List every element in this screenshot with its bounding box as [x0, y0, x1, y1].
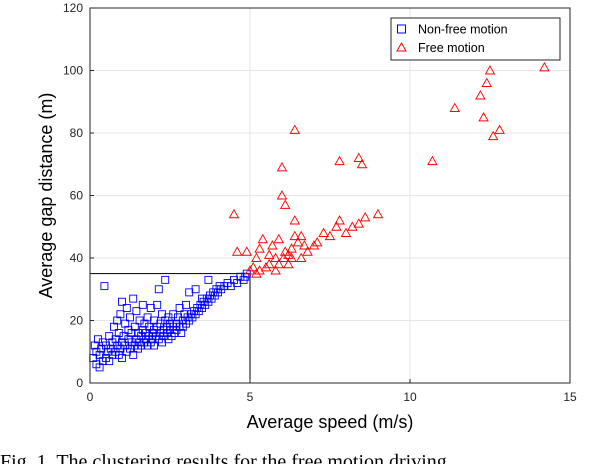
data-point-non-free: [138, 300, 147, 309]
x-tick-label: 0: [87, 390, 94, 404]
data-point-free: [273, 258, 285, 269]
data-point-free: [289, 124, 301, 134]
data-point-non-free: [129, 294, 138, 303]
data-point-free: [247, 261, 259, 272]
data-point-free: [324, 230, 336, 241]
y-tick-label: 0: [76, 376, 83, 390]
data-point-free: [289, 230, 301, 241]
data-point-free: [270, 252, 281, 262]
data-point-free: [278, 252, 289, 262]
legend-label-non-free: Non-free motion: [418, 23, 508, 37]
data-point-free: [539, 61, 550, 72]
data-point-non-free: [150, 341, 158, 350]
data-point-free: [267, 240, 278, 250]
data-point-free: [311, 236, 323, 247]
data-point-non-free: [129, 350, 138, 359]
legend-box: [390, 17, 561, 61]
figure-caption: Fig. 1. The clustering results for the f…: [0, 451, 447, 464]
data-point-free: [449, 102, 461, 112]
data-point-free: [372, 208, 384, 219]
data-point-free: [279, 199, 291, 209]
data-point-free: [475, 90, 486, 100]
data-point-free: [484, 65, 496, 75]
data-point-free: [286, 243, 297, 253]
x-tick-label: 5: [247, 390, 254, 404]
data-point-free: [276, 190, 288, 200]
data-point-free: [228, 208, 240, 219]
legend: Non-free motion Free motion: [390, 17, 561, 61]
data-point-non-free: [204, 275, 213, 284]
data-point-non-free: [161, 275, 170, 284]
data-point-non-free: [154, 285, 163, 294]
data-point-free: [283, 258, 294, 269]
data-point-free: [295, 252, 307, 262]
data-point-free: [427, 155, 438, 166]
x-tick-label: 15: [563, 390, 577, 404]
data-point-free: [260, 261, 272, 272]
data-point-free: [251, 252, 262, 262]
data-point-non-free: [191, 285, 200, 294]
data-point-non-free: [118, 354, 126, 362]
legend-marker-triangle: [396, 41, 407, 52]
data-point-free: [299, 240, 310, 250]
data-point-free: [286, 252, 297, 262]
data-point-non-free: [182, 300, 190, 309]
y-tick-label: 100: [63, 64, 83, 78]
scatter-chart: 0 5 10 15 0 20 40 60 80 100 120 Average speed (m/s…: [36, 1, 577, 432]
x-tick-label: 10: [403, 390, 417, 404]
data-point-non-free: [126, 313, 134, 322]
legend-label-free: Free motion: [418, 41, 485, 55]
data-point-free: [295, 230, 307, 241]
data-point-free: [308, 240, 320, 250]
data-point-non-free: [118, 297, 126, 306]
data-point-free: [254, 243, 265, 253]
data-point-non-free: [177, 329, 186, 337]
data-point-free: [251, 268, 262, 278]
y-tick-label: 40: [70, 251, 84, 265]
data-point-free: [478, 111, 489, 122]
data-point-free: [241, 246, 253, 256]
data-point-free: [331, 221, 342, 231]
data-point-non-free: [122, 304, 131, 312]
data-point-free: [318, 227, 329, 237]
x-axis-label: Average speed (m/s): [247, 412, 414, 432]
data-point-free: [263, 258, 275, 269]
axis-ticks: 0 5 10 15 0 20 40 60 80 100 120: [63, 1, 577, 404]
data-point-free: [263, 249, 275, 259]
data-point-free: [481, 77, 493, 87]
data-point-free: [353, 218, 365, 228]
y-tick-label: 20: [70, 314, 84, 328]
data-point-free: [257, 233, 269, 244]
data-point-free: [356, 158, 368, 169]
data-point-free: [273, 233, 285, 244]
data-point-free: [289, 215, 301, 225]
y-axis-label: Average gap distance (m): [36, 93, 56, 299]
y-tick-label: 80: [70, 126, 84, 140]
data-point-non-free: [100, 282, 109, 291]
y-tick-label: 120: [63, 1, 83, 15]
data-point-non-free: [153, 300, 162, 309]
data-point-free: [270, 265, 281, 275]
y-tick-label: 60: [70, 189, 84, 203]
data-point-free: [334, 155, 345, 166]
data-point-free: [244, 265, 256, 275]
data-points: [89, 61, 550, 372]
data-point-free: [334, 215, 345, 225]
data-point-non-free: [116, 310, 125, 319]
data-point-free: [340, 227, 352, 237]
data-point-free: [494, 124, 505, 134]
data-point-free: [487, 130, 499, 141]
data-point-free: [359, 211, 371, 222]
data-point-free: [353, 152, 365, 162]
data-point-free: [231, 246, 243, 256]
data-point-non-free: [132, 307, 141, 316]
data-point-free: [292, 236, 304, 247]
data-point-free: [276, 161, 288, 172]
data-point-free: [302, 246, 313, 256]
legend-marker-square: [397, 24, 406, 34]
